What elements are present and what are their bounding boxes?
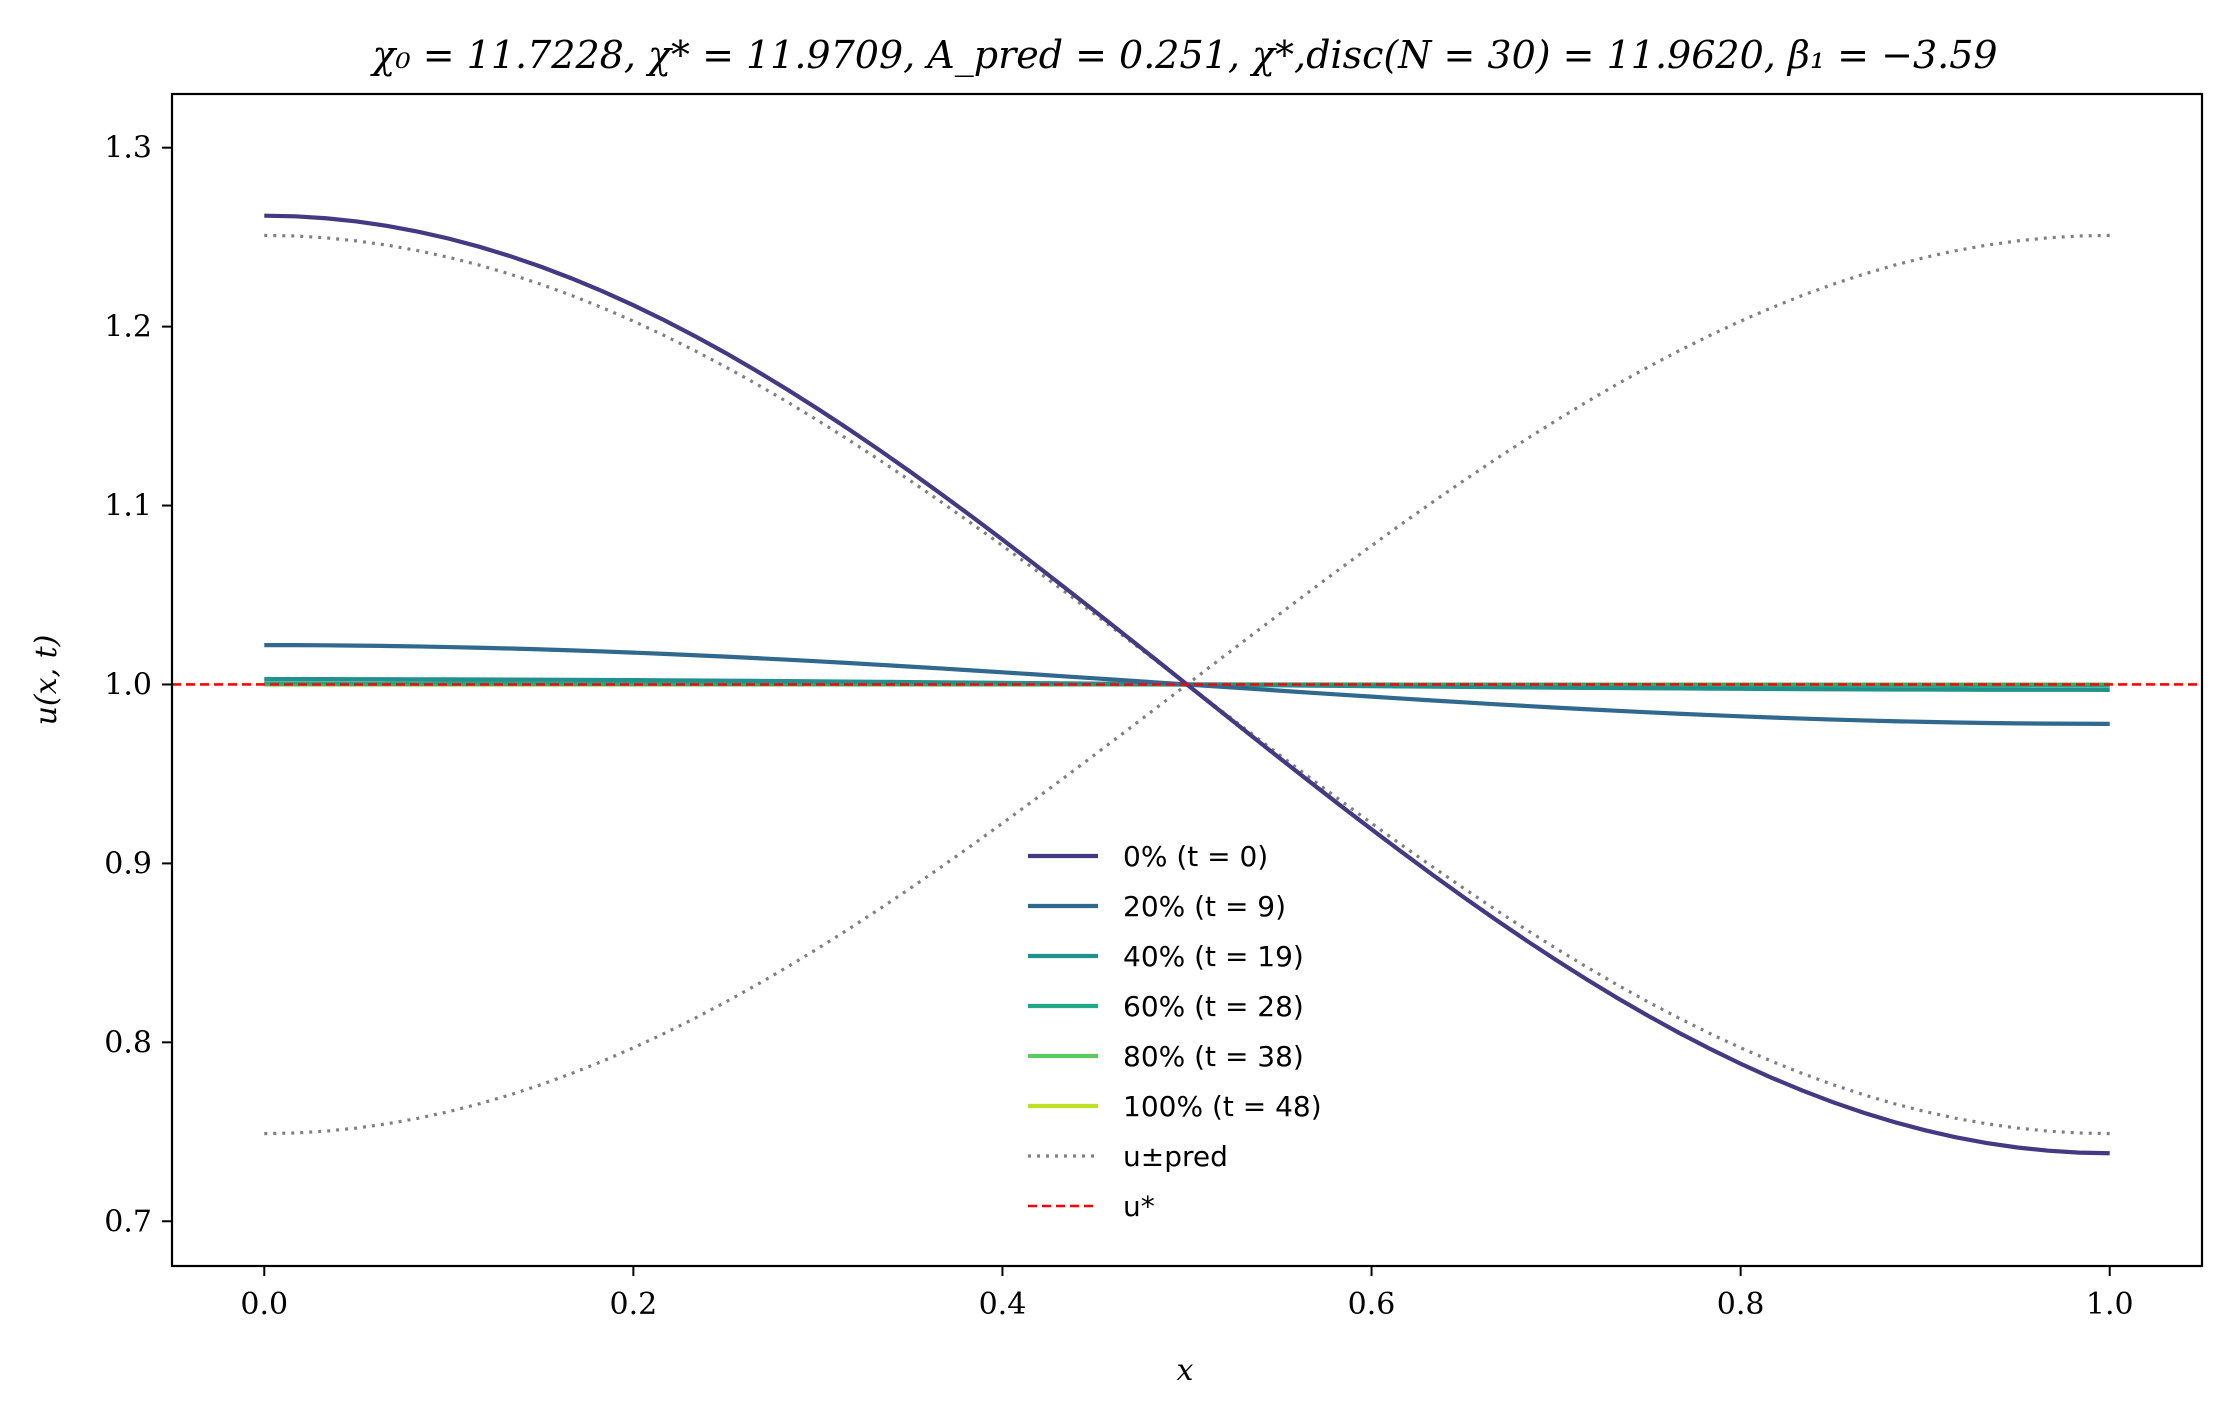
x-tick-label: 0.0 — [240, 1287, 288, 1322]
x-tick-label: 0.6 — [1348, 1287, 1396, 1322]
x-tick-label: 0.8 — [1717, 1287, 1765, 1322]
legend-label-7: u* — [1123, 1190, 1155, 1223]
legend: 0% (t = 0) 20% (t = 9) 40% (t = 19) 60% (t … — [1028, 840, 1322, 1223]
y-axis: 0.7 0.8 0.9 1.0 1.1 1.2 1.3 — [104, 131, 172, 1239]
x-tick-label: 0.4 — [979, 1287, 1027, 1322]
y-axis-label: u(x, t) — [29, 635, 64, 726]
x-axis-label: x — [1177, 1353, 1194, 1388]
y-tick-label: 1.0 — [104, 667, 152, 702]
data-curves — [172, 213, 2202, 1156]
legend-label-5: 100% (t = 48) — [1123, 1090, 1322, 1123]
plot-frame — [170, 92, 2204, 1268]
x-axis: 0.0 0.2 0.4 0.6 0.8 1.0 — [240, 1266, 2134, 1322]
legend-label-4: 80% (t = 38) — [1123, 1040, 1304, 1073]
y-tick-label: 1.3 — [104, 131, 152, 166]
x-tick-label: 0.2 — [610, 1287, 658, 1322]
legend-label-6: u±pred — [1123, 1140, 1228, 1173]
legend-label-0: 0% (t = 0) — [1123, 840, 1268, 873]
legend-label-2: 40% (t = 19) — [1123, 940, 1304, 973]
chart-title: χ₀ = 11.7228, χ* = 11.9709, A_pred = 0.2… — [369, 33, 1997, 78]
legend-label-3: 60% (t = 28) — [1123, 990, 1304, 1023]
y-tick-label: 0.7 — [104, 1204, 152, 1239]
legend-label-1: 20% (t = 9) — [1123, 890, 1286, 923]
x-tick-label: 1.0 — [2086, 1287, 2134, 1322]
y-tick-label: 1.1 — [104, 489, 152, 524]
y-tick-label: 1.2 — [104, 310, 152, 345]
y-tick-label: 0.9 — [104, 846, 152, 881]
y-tick-label: 0.8 — [104, 1025, 152, 1060]
